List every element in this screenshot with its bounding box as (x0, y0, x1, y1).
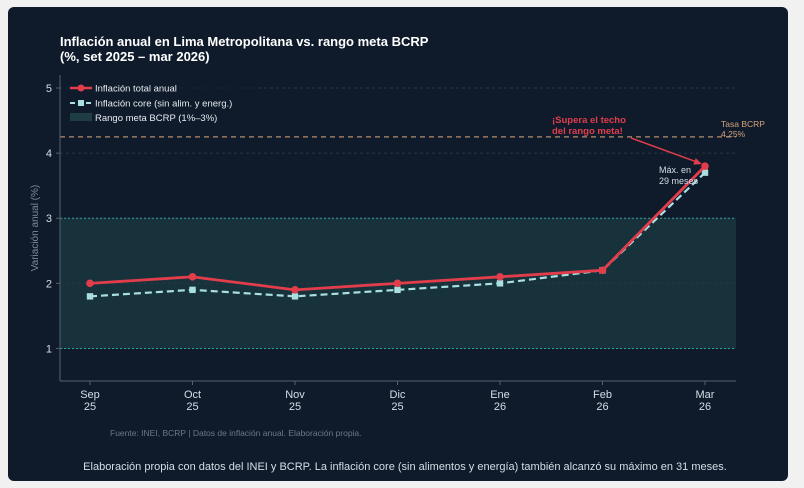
y-tick-label-1: 1 (46, 343, 52, 355)
series-1-point-1 (189, 286, 196, 294)
x-tick-month-5: Feb (593, 389, 612, 401)
legend-label-total: Inflación total anual (95, 84, 177, 95)
legend-box (62, 79, 254, 129)
legend-label-band: Rango meta BCRP (1%–3%) (95, 113, 217, 124)
series-1-point-4 (496, 280, 504, 287)
x-tick-month-6: Mar (696, 389, 715, 401)
y-tick-label-3: 3 (46, 213, 52, 225)
source-note: Fuente: INEI, BCRP | Datos de inflación … (110, 428, 362, 438)
caption: Elaboración propia con datos del INEI y … (83, 461, 727, 473)
x-tick-month-1: Oct (184, 389, 201, 401)
x-tick-year-3: 25 (391, 401, 403, 413)
x-tick-month-3: Dic (390, 389, 406, 401)
x-tick-month-2: Nov (285, 389, 305, 401)
series-0-point-4 (496, 273, 504, 281)
y-tick-label-4: 4 (46, 148, 52, 160)
legend-marker-total (77, 84, 85, 92)
x-tick-year-6: 26 (699, 401, 711, 413)
series-0-point-1 (188, 273, 197, 281)
series-1-point-3 (394, 286, 401, 294)
y-tick-label-2: 2 (46, 278, 52, 290)
series-0-point-3 (393, 279, 402, 288)
series-0-point-5 (598, 266, 607, 275)
x-tick-year-4: 26 (494, 401, 506, 413)
legend-label-core: Inflación core (sin alim. y energ.) (95, 99, 232, 110)
x-tick-year-2: 25 (289, 401, 301, 413)
x-tick-month-0: Sep (80, 389, 100, 401)
legend-marker-core (78, 100, 84, 106)
chart-title-line1: Inflación anual en Lima Metropolitana vs… (60, 34, 429, 49)
alert-annotation-line1: ¡Supera el techo (552, 115, 626, 126)
max-annotation-line1: Máx. en (659, 165, 691, 175)
series-1-point-0 (86, 293, 94, 300)
chart-card: Inflación anual en Lima Metropolitana vs… (8, 7, 788, 481)
x-tick-year-1: 25 (186, 401, 198, 413)
series-0-point-0 (86, 279, 94, 288)
legend-swatch-band (70, 113, 92, 121)
chart-svg: Inflación anual en Lima Metropolitana vs… (30, 34, 765, 438)
x-tick-year-5: 26 (596, 401, 608, 413)
x-tick-year-0: 25 (84, 401, 96, 413)
series-1-point-2 (291, 293, 299, 300)
reference-rate-value: 4.25% (721, 129, 746, 139)
x-tick-month-4: Ene (490, 389, 510, 401)
series-0-point-6 (701, 162, 709, 170)
alert-annotation-line2: del rango meta! (552, 126, 623, 137)
series-1-point-6 (701, 169, 709, 176)
alert-arrow (630, 137, 697, 163)
y-tick-label-5: 5 (46, 83, 52, 95)
series-0-point-2 (291, 286, 299, 294)
legend: Inflación total anual Inflación core (si… (62, 79, 254, 129)
chart-title-line2: (%, set 2025 – mar 2026) (60, 49, 210, 64)
reference-rate-label: Tasa BCRP (721, 119, 765, 129)
y-axis-label: Variación anual (%) (30, 185, 41, 272)
alert-arrowhead (693, 158, 702, 165)
max-annotation-line2: 29 meses (659, 176, 699, 186)
